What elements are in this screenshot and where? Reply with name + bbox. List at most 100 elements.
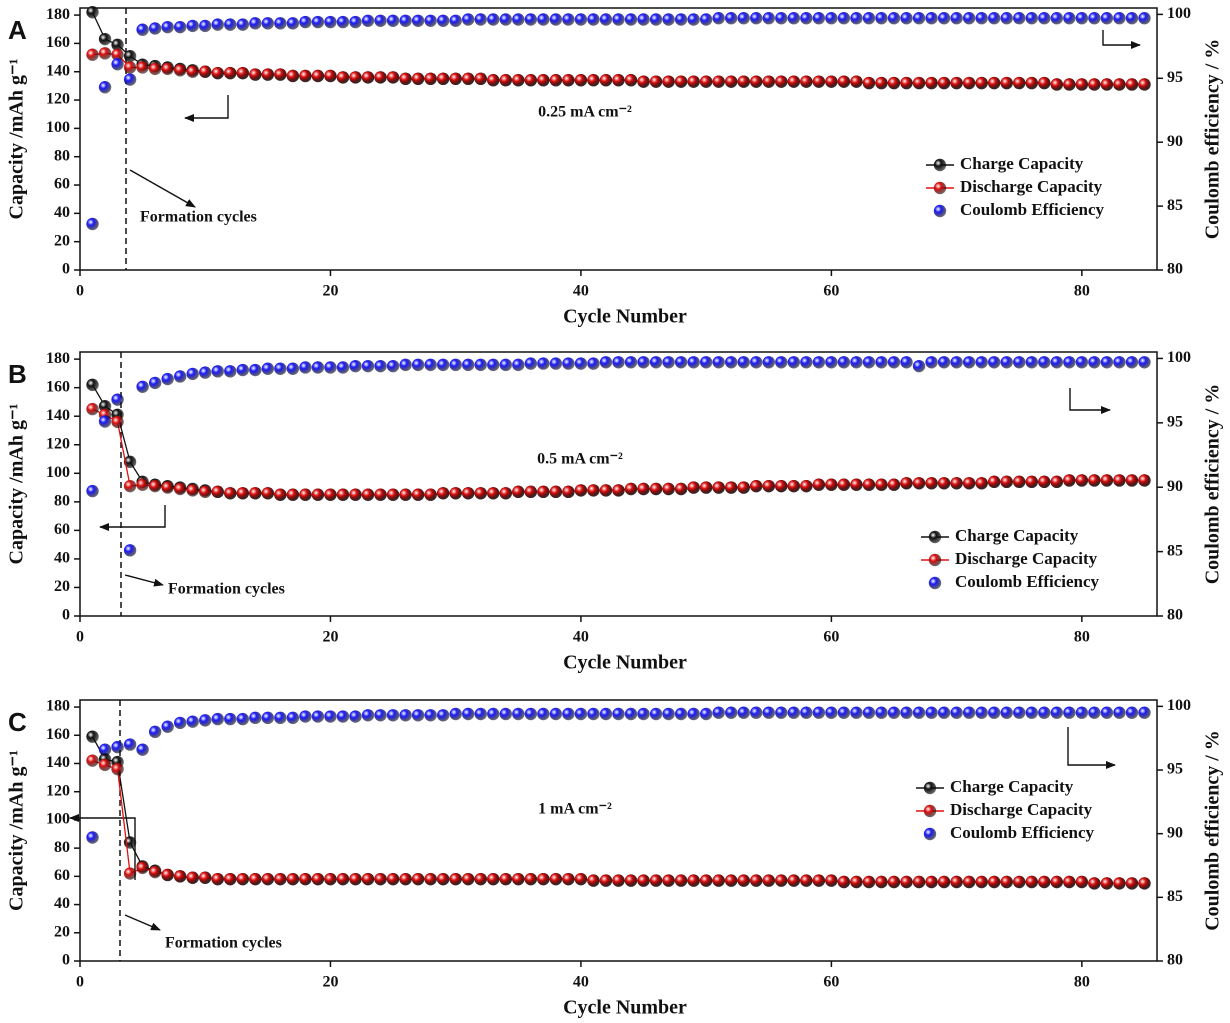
legend-marker — [928, 576, 942, 590]
data-point — [850, 706, 863, 719]
data-point — [474, 487, 487, 500]
data-point — [862, 356, 876, 369]
data-point — [649, 874, 663, 887]
data-point — [1038, 76, 1051, 90]
data-point — [762, 75, 775, 88]
data-point — [374, 488, 387, 501]
data-point — [512, 707, 525, 721]
data-point — [674, 874, 688, 887]
data-point — [474, 72, 487, 86]
data-point — [499, 487, 512, 500]
data-point — [98, 415, 112, 428]
data-point — [687, 75, 700, 88]
data-point — [123, 738, 137, 751]
data-point — [1075, 474, 1089, 487]
data-point — [549, 872, 563, 886]
data-point — [1050, 475, 1064, 489]
y-axis-title: Capacity /mAh g⁻¹ — [6, 404, 28, 565]
data-point — [875, 76, 888, 90]
data-point — [875, 12, 888, 25]
data-point — [537, 74, 550, 87]
data-point — [199, 714, 212, 727]
data-point — [1075, 706, 1089, 719]
data-point — [775, 356, 788, 369]
data-point — [624, 482, 638, 496]
data-point — [837, 75, 851, 88]
data-point — [887, 12, 901, 25]
data-point — [449, 358, 462, 372]
data-point — [336, 71, 350, 84]
data-point — [299, 15, 312, 29]
data-point — [1063, 78, 1076, 91]
data-point — [311, 69, 325, 83]
data-point — [649, 482, 663, 496]
y-tick-label: 20 — [54, 923, 70, 940]
data-point — [649, 356, 663, 369]
data-point — [1075, 356, 1089, 369]
x-tick-label: 80 — [1074, 283, 1090, 300]
data-point — [111, 415, 124, 429]
data-point — [662, 75, 675, 88]
data-point — [86, 831, 99, 844]
data-point — [825, 356, 838, 369]
data-point — [587, 484, 600, 497]
data-point — [349, 488, 362, 501]
y-tick-label: 160 — [46, 378, 70, 395]
data-point — [787, 874, 801, 887]
data-point — [261, 17, 275, 30]
data-point — [662, 356, 675, 369]
data-point — [487, 707, 500, 721]
data-point — [249, 711, 262, 725]
y2-tick-label: 85 — [1167, 197, 1183, 214]
data-point — [975, 706, 988, 719]
data-point — [1050, 356, 1064, 369]
data-point — [386, 71, 400, 84]
y2-tick-label: 80 — [1167, 607, 1183, 624]
y-tick-label: 20 — [54, 578, 70, 595]
data-point — [336, 361, 350, 374]
data-point — [399, 872, 412, 886]
data-point — [775, 75, 788, 88]
data-point — [199, 19, 212, 33]
rate-annotation: 1 mA cm⁻² — [538, 801, 612, 818]
data-point — [136, 743, 149, 756]
data-point — [349, 872, 362, 886]
data-point — [361, 359, 375, 373]
data-point — [86, 754, 99, 767]
axis-arrow — [184, 95, 229, 122]
y-tick-label: 20 — [54, 232, 70, 249]
data-point — [812, 478, 826, 491]
data-point — [224, 365, 237, 378]
data-point — [286, 872, 300, 886]
data-point — [148, 22, 162, 35]
y-tick-label: 60 — [54, 521, 70, 538]
data-point — [136, 61, 149, 74]
data-point — [750, 479, 763, 493]
data-point — [1000, 706, 1013, 719]
data-point — [499, 74, 512, 87]
data-point — [336, 710, 350, 723]
data-point — [148, 376, 162, 390]
data-point — [962, 76, 976, 90]
data-point — [1125, 706, 1139, 719]
data-point — [624, 74, 638, 87]
data-point — [687, 356, 700, 369]
data-point — [612, 484, 625, 497]
data-point — [975, 356, 988, 369]
data-point — [737, 12, 750, 25]
data-point — [374, 14, 387, 27]
y-tick-label: 40 — [54, 895, 70, 912]
y-tick-label: 80 — [54, 147, 70, 164]
data-point — [236, 18, 250, 31]
x-tick-label: 20 — [322, 629, 338, 646]
data-point — [812, 12, 826, 25]
data-point — [725, 75, 738, 88]
data-point — [950, 76, 963, 90]
data-point — [825, 874, 838, 887]
data-point — [1038, 475, 1051, 489]
data-point — [875, 706, 888, 719]
data-point — [411, 709, 425, 722]
data-point — [599, 484, 613, 497]
data-point — [173, 370, 187, 383]
